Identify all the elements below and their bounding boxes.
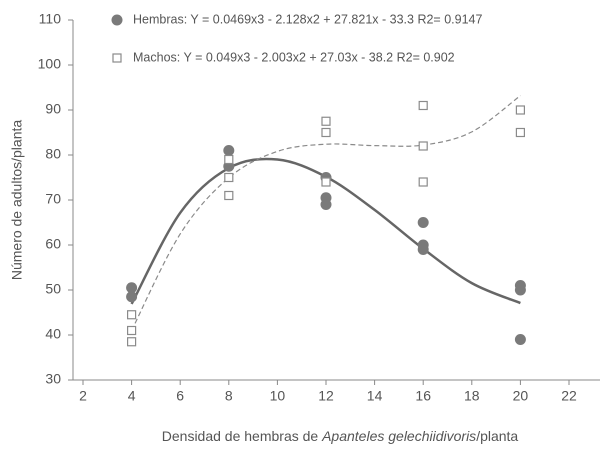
x-tick-label: 8 xyxy=(225,388,233,404)
trend-line xyxy=(131,95,521,331)
point xyxy=(321,177,331,187)
legend: Hembras: Y = 0.0469x3 - 2.128x2 + 27.821… xyxy=(111,12,482,64)
x-tick-label: 12 xyxy=(318,388,334,404)
point xyxy=(126,325,137,336)
x-tick-label: 20 xyxy=(513,388,529,404)
legend-item: Machos: Y = 0.049x3 - 2.003x2 + 27.03x -… xyxy=(112,50,455,64)
y-tick-label: 50 xyxy=(45,281,61,297)
point xyxy=(223,145,235,156)
point xyxy=(515,105,526,115)
y-tick-label: 60 xyxy=(45,236,61,252)
point xyxy=(126,310,137,320)
point xyxy=(126,282,138,294)
x-tick-label: 10 xyxy=(270,388,286,404)
point xyxy=(417,244,429,255)
legend-item: Hembras: Y = 0.0469x3 - 2.128x2 + 27.821… xyxy=(111,12,482,26)
point xyxy=(126,337,137,347)
legend-label: Hembras: Y = 0.0469x3 - 2.128x2 + 27.821… xyxy=(133,12,482,26)
point xyxy=(224,154,234,165)
point xyxy=(417,217,429,228)
legend-marker xyxy=(111,14,123,26)
point xyxy=(126,291,138,303)
legend-marker xyxy=(112,53,122,63)
x-axis-label: Densidad de hembras de Apanteles gelechi… xyxy=(162,428,519,444)
x-tick-label: 4 xyxy=(128,388,136,404)
point xyxy=(321,127,331,138)
x-tick-label: 22 xyxy=(561,388,577,404)
y-tick-label: 80 xyxy=(45,146,61,162)
x-tick-label: 6 xyxy=(176,388,184,404)
y-axis-label: Número de adultos/planta xyxy=(9,120,25,281)
point xyxy=(224,172,234,183)
point xyxy=(514,284,526,296)
point xyxy=(514,334,526,345)
point xyxy=(418,177,428,187)
x-tick-label: 14 xyxy=(367,388,383,404)
x-tick-label: 16 xyxy=(415,388,431,404)
y-tick-label: 40 xyxy=(45,326,61,342)
point xyxy=(224,190,234,201)
x-label-part: Densidad de hembras de xyxy=(162,428,322,444)
legend-label: Machos: Y = 0.049x3 - 2.003x2 + 27.03x -… xyxy=(133,50,455,64)
x-tick-label: 18 xyxy=(464,388,480,404)
point xyxy=(515,127,526,138)
y-tick-label: 70 xyxy=(45,191,61,207)
y-tick-label: 30 xyxy=(45,371,61,387)
y-tick-label: 110 xyxy=(39,11,62,27)
point xyxy=(418,100,428,111)
y-tick-label: 90 xyxy=(45,101,61,117)
point xyxy=(321,116,331,126)
point xyxy=(320,199,332,210)
point xyxy=(418,141,428,151)
trend-line xyxy=(130,157,521,305)
x-label-part: Apanteles gelechiidivoris xyxy=(321,428,476,444)
y-tick-label: 100 xyxy=(38,56,62,72)
x-tick-label: 2 xyxy=(79,388,87,404)
x-label-part: /planta xyxy=(476,428,518,444)
